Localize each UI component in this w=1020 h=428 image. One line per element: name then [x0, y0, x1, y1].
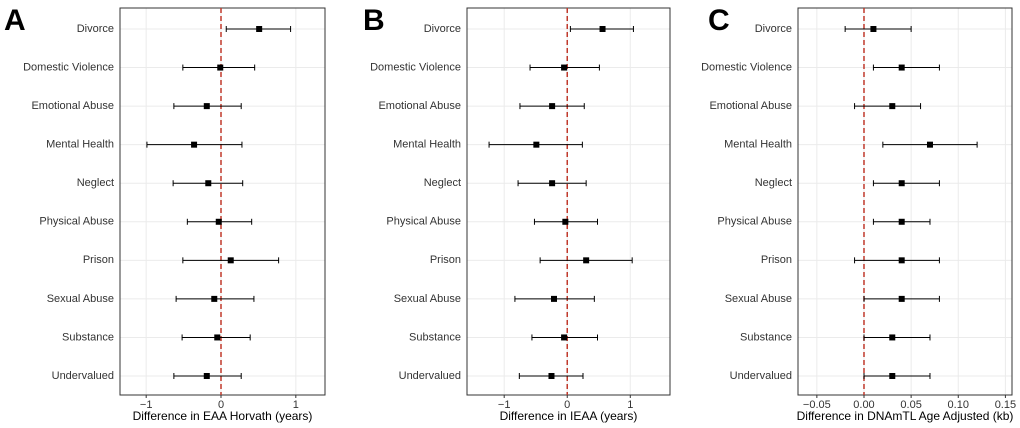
y-tick-label: Neglect [755, 177, 792, 189]
y-tick-label: Mental Health [724, 139, 792, 151]
y-tick-label: Mental Health [393, 139, 461, 151]
y-tick-label: Divorce [755, 23, 792, 35]
y-tick-label: Sexual Abuse [725, 293, 792, 305]
point-estimate [214, 334, 221, 341]
x-tick-label: 0 [218, 399, 224, 411]
y-tick-label: Divorce [424, 23, 461, 35]
panel-letter: B [363, 4, 385, 37]
y-tick-label: Undervalued [730, 370, 792, 382]
point-estimate [898, 180, 905, 187]
point-estimate [898, 257, 905, 264]
y-tick-label: Sexual Abuse [47, 293, 114, 305]
x-tick-label: 1 [627, 399, 633, 411]
x-tick-label: 0.15 [995, 399, 1016, 411]
y-tick-label: Prison [83, 254, 114, 266]
y-tick-label: Undervalued [52, 370, 114, 382]
plot-panel [120, 8, 325, 395]
point-estimate [256, 26, 263, 32]
x-tick-label: 1 [293, 399, 299, 411]
point-estimate [889, 103, 896, 110]
point-estimate [898, 64, 905, 71]
y-tick-label: Emotional Abuse [378, 100, 461, 112]
point-estimate [215, 218, 222, 225]
point-estimate [549, 103, 556, 110]
y-tick-label: Substance [740, 331, 792, 343]
point-estimate [898, 218, 905, 225]
x-tick-label: −0.05 [803, 399, 831, 411]
point-estimate [599, 26, 606, 32]
y-tick-label: Emotional Abuse [31, 100, 114, 112]
y-tick-label: Domestic Violence [370, 61, 461, 73]
point-estimate [203, 103, 210, 110]
point-estimate [211, 295, 218, 302]
point-estimate [561, 64, 568, 71]
y-tick-label: Mental Health [46, 139, 114, 151]
x-axis-label: Difference in EAA Horvath (years) [133, 409, 313, 423]
y-tick-label: Neglect [77, 177, 114, 189]
y-tick-label: Undervalued [399, 370, 461, 382]
y-tick-label: Substance [62, 331, 114, 343]
x-tick-label: 0.10 [948, 399, 969, 411]
y-tick-label: Divorce [77, 23, 114, 35]
x-tick-label: 0.05 [900, 399, 921, 411]
y-tick-label: Physical Abuse [386, 216, 461, 228]
point-estimate [549, 180, 556, 187]
x-axis-label: Difference in DNAmTL Age Adjusted (kb) [797, 409, 1014, 423]
panel-letter: A [4, 4, 26, 37]
y-tick-label: Domestic Violence [701, 61, 792, 73]
point-estimate [889, 334, 896, 341]
point-estimate [870, 26, 877, 32]
y-tick-label: Physical Abuse [717, 216, 792, 228]
y-tick-label: Prison [430, 254, 461, 266]
x-axis-label: Difference in IEAA (years) [500, 409, 638, 423]
point-estimate [889, 373, 896, 379]
panel-border [466, 7, 671, 396]
y-tick-label: Physical Abuse [39, 216, 114, 228]
y-tick-label: Sexual Abuse [394, 293, 461, 305]
point-estimate [227, 257, 234, 264]
x-tick-label: −1 [140, 399, 153, 411]
point-estimate [583, 257, 590, 264]
point-estimate [548, 373, 555, 379]
point-estimate [205, 180, 212, 187]
y-tick-label: Emotional Abuse [709, 100, 792, 112]
point-estimate [551, 295, 557, 302]
panel-border [797, 7, 1013, 396]
point-estimate [562, 218, 569, 225]
point-estimate [203, 373, 210, 379]
panel-border [119, 7, 326, 396]
point-estimate [533, 141, 540, 148]
y-tick-label: Neglect [424, 177, 461, 189]
point-estimate [191, 141, 198, 148]
x-tick-label: 0 [564, 399, 570, 411]
plot-panel [467, 8, 670, 395]
y-tick-label: Prison [761, 254, 792, 266]
point-estimate [217, 64, 224, 71]
point-estimate [561, 334, 568, 341]
x-tick-label: 0.00 [853, 399, 874, 411]
panel-letter: C [708, 4, 730, 37]
point-estimate [898, 295, 905, 302]
plot-panel [798, 8, 1012, 395]
point-estimate [926, 141, 933, 148]
y-tick-label: Substance [409, 331, 461, 343]
y-tick-label: Domestic Violence [23, 61, 114, 73]
x-tick-label: −1 [498, 399, 511, 411]
